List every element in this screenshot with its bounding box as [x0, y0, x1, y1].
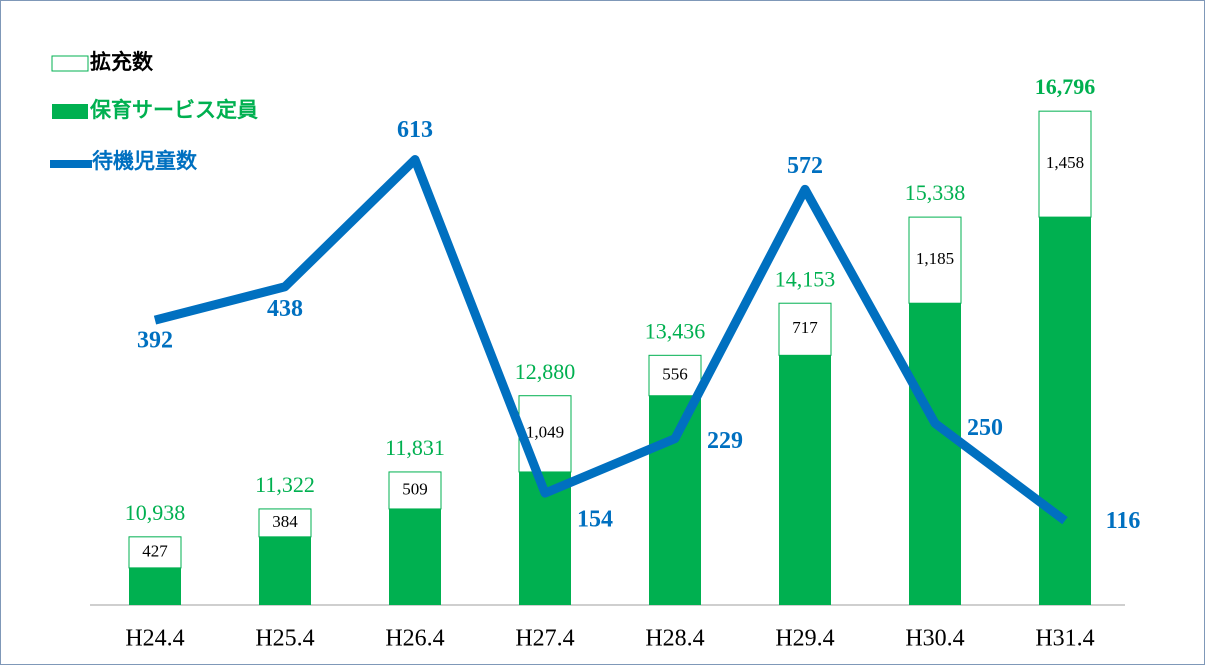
bar-segment [778, 302, 832, 356]
total-label: 14,153 [775, 266, 836, 291]
segment-label: 1,185 [916, 249, 954, 268]
x-tick-label: H26.4 [385, 626, 444, 652]
total-label: 10,938 [125, 500, 186, 525]
legend-swatch [52, 104, 88, 119]
line-label: 572 [787, 153, 823, 179]
line-label: 613 [397, 117, 433, 143]
legend-label: 待機児童数 [92, 149, 198, 173]
total-label: 12,880 [515, 359, 576, 384]
line-label: 250 [967, 415, 1003, 441]
bar-segment [648, 354, 702, 397]
x-tick-label: H27.4 [515, 626, 574, 652]
bar-segment [388, 471, 442, 510]
total-label: 13,436 [645, 318, 706, 343]
total-label: 15,338 [905, 180, 966, 205]
line-label: 438 [267, 296, 303, 322]
segment-label: 384 [272, 512, 298, 531]
legend-swatch [51, 55, 89, 72]
segment-label: 556 [662, 364, 688, 383]
bar [649, 395, 701, 605]
bar [129, 567, 181, 605]
segment-label: 1,049 [526, 423, 564, 442]
segment-label: 509 [402, 479, 428, 498]
x-tick-label: H28.4 [645, 626, 704, 652]
line-label: 229 [707, 428, 743, 454]
bar-segment [1038, 110, 1092, 218]
bar-segment [128, 536, 182, 569]
line [153, 155, 1068, 525]
segment-label: 427 [142, 541, 168, 560]
x-tick-label: H31.4 [1035, 626, 1094, 652]
line-label: 116 [1106, 508, 1141, 534]
line-label: 154 [577, 507, 613, 533]
line-label: 392 [137, 328, 173, 354]
bar-segment [258, 508, 312, 538]
x-tick-label: H30.4 [905, 626, 964, 652]
x-tick-label: H25.4 [255, 626, 314, 652]
x-tick-label: H24.4 [125, 626, 184, 652]
segment-label: 1,458 [1046, 153, 1084, 172]
total-label: 11,322 [255, 472, 315, 497]
bar [259, 536, 311, 605]
legend-label: 拡充数 [90, 50, 154, 74]
total-label: 16,796 [1035, 74, 1096, 99]
segment-label: 717 [792, 318, 818, 337]
legend-label: 保育サービス定員 [89, 98, 258, 122]
bar [779, 355, 831, 605]
x-tick-label: H29.4 [775, 626, 834, 652]
bar-segment [908, 216, 962, 304]
total-label: 11,831 [385, 435, 445, 460]
bar [389, 508, 441, 605]
bar [1039, 217, 1091, 605]
bar [909, 303, 961, 605]
